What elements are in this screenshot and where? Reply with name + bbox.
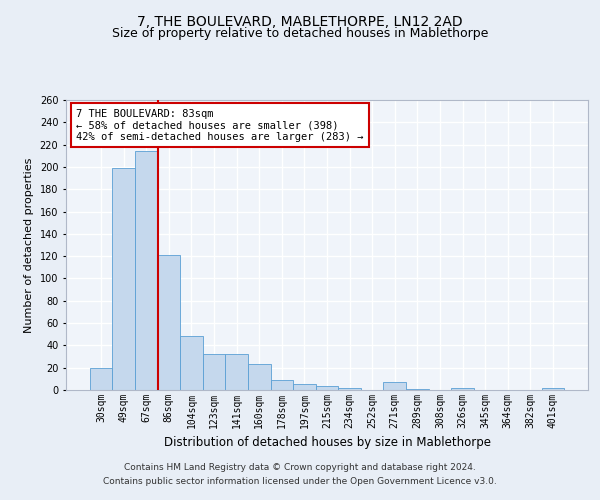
Bar — [451, 388, 474, 390]
Bar — [293, 384, 316, 390]
Bar — [135, 152, 158, 390]
Bar — [383, 382, 406, 390]
Bar — [112, 168, 135, 390]
Bar — [316, 386, 338, 390]
Bar — [271, 380, 293, 390]
Text: 7 THE BOULEVARD: 83sqm
← 58% of detached houses are smaller (398)
42% of semi-de: 7 THE BOULEVARD: 83sqm ← 58% of detached… — [76, 108, 364, 142]
Bar — [338, 388, 361, 390]
Bar — [542, 388, 564, 390]
Bar — [180, 336, 203, 390]
Text: Size of property relative to detached houses in Mablethorpe: Size of property relative to detached ho… — [112, 28, 488, 40]
Bar — [90, 368, 112, 390]
Text: 7, THE BOULEVARD, MABLETHORPE, LN12 2AD: 7, THE BOULEVARD, MABLETHORPE, LN12 2AD — [137, 15, 463, 29]
Y-axis label: Number of detached properties: Number of detached properties — [24, 158, 34, 332]
Bar — [248, 364, 271, 390]
Bar — [226, 354, 248, 390]
Bar — [406, 389, 428, 390]
Text: Contains public sector information licensed under the Open Government Licence v3: Contains public sector information licen… — [103, 477, 497, 486]
Bar — [203, 354, 226, 390]
Bar — [158, 255, 180, 390]
Text: Contains HM Land Registry data © Crown copyright and database right 2024.: Contains HM Land Registry data © Crown c… — [124, 464, 476, 472]
X-axis label: Distribution of detached houses by size in Mablethorpe: Distribution of detached houses by size … — [163, 436, 491, 450]
